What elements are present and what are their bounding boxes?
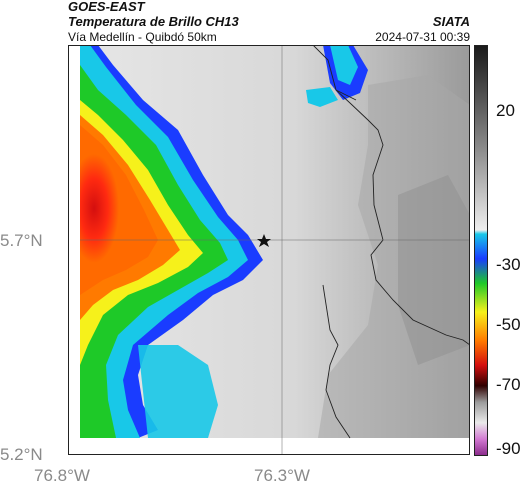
lat-label-5-7: 5.7°N: [0, 231, 43, 250]
darker-gray-patch: [398, 175, 470, 365]
source-label: SIATA: [432, 14, 470, 29]
lon-label-76-8: 76.8°W: [34, 466, 90, 485]
colorbar-tick-20: 20: [496, 101, 515, 120]
map-frame: [68, 45, 470, 455]
red-core: [80, 125, 158, 295]
colorbar-svg: [474, 45, 488, 456]
south-cyan-cell: [138, 345, 218, 438]
region-subtitle: Vía Medellín - Quibdó 50km: [68, 30, 217, 44]
colorbar-tick-neg70: -70: [496, 375, 521, 394]
ne-cyan-blob: [306, 87, 338, 107]
lon-label-76-3: 76.3°W: [254, 466, 310, 485]
ne-cyan-cell: [330, 45, 358, 85]
satellite-name: GOES-EAST: [68, 0, 145, 14]
satellite-map: [68, 45, 470, 455]
product-title: Temperatura de Brillo CH13: [68, 14, 239, 29]
station-marker-star: [257, 234, 271, 247]
colorbar: [474, 45, 488, 456]
lat-label-5-2: 5.2°N: [0, 445, 43, 464]
colorbar-tick-neg90: -90: [496, 439, 521, 458]
map-svg: [68, 45, 470, 455]
country-border: [312, 45, 470, 439]
colorbar-tick-neg30: -30: [496, 255, 521, 274]
colorbar-tick-neg50: -50: [496, 315, 521, 334]
timestamp: 2024-07-31 00:39: [375, 30, 470, 44]
